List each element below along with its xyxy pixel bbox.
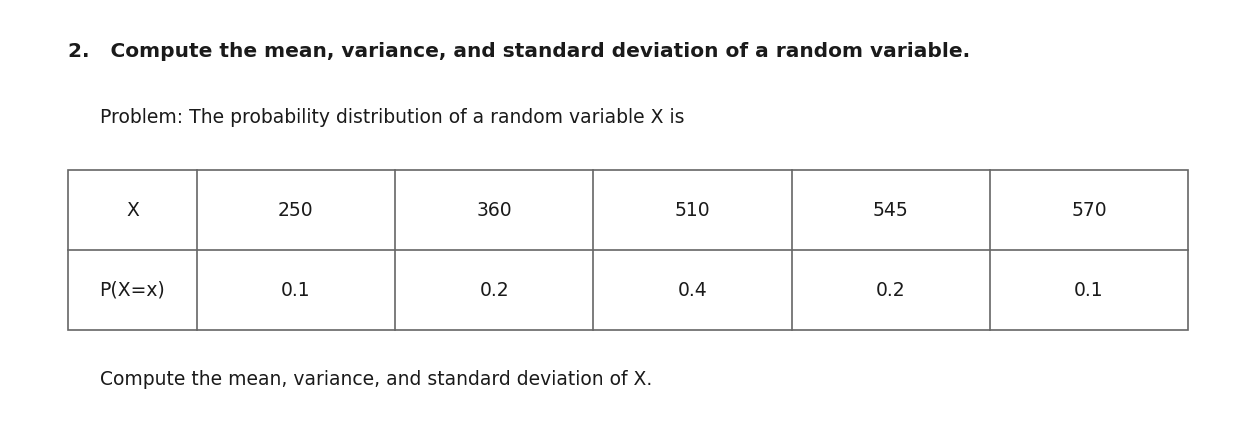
Text: Problem: The probability distribution of a random variable X is: Problem: The probability distribution of…	[100, 108, 684, 127]
Bar	[67, 170, 1188, 330]
Text: 545: 545	[872, 201, 909, 219]
Text: 360: 360	[477, 201, 512, 219]
Text: X: X	[126, 201, 139, 219]
Text: Compute the mean, variance, and standard deviation of X.: Compute the mean, variance, and standard…	[100, 370, 653, 389]
Text: 0.1: 0.1	[281, 281, 311, 300]
Text: 0.2: 0.2	[876, 281, 906, 300]
Text: 0.1: 0.1	[1075, 281, 1103, 300]
Text: 0.2: 0.2	[479, 281, 509, 300]
Text: 2.   Compute the mean, variance, and standard deviation of a random variable.: 2. Compute the mean, variance, and stand…	[67, 42, 970, 61]
Text: 570: 570	[1071, 201, 1107, 219]
Text: 0.4: 0.4	[678, 281, 708, 300]
Text: P(X=x): P(X=x)	[100, 281, 165, 300]
Text: 250: 250	[278, 201, 313, 219]
Text: 510: 510	[675, 201, 710, 219]
